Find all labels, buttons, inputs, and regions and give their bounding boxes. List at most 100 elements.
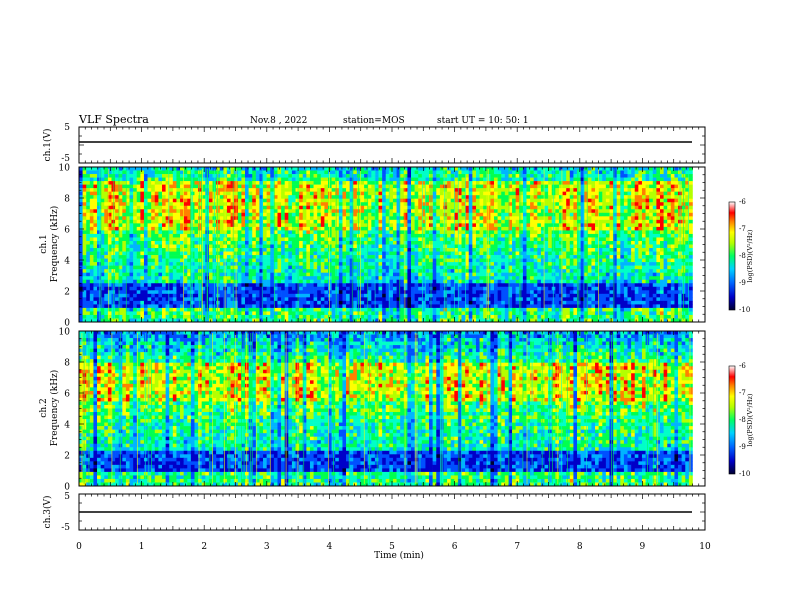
spectrogram-cell (208, 181, 213, 185)
spectrogram-cell (443, 233, 448, 238)
spectrogram-cell (133, 202, 138, 207)
spectrogram-cell (670, 181, 675, 185)
spectrogram-cell (367, 248, 372, 252)
spectrogram-cell (104, 244, 109, 249)
spectrogram-cell (360, 167, 365, 171)
spectrogram-cell (281, 258, 285, 263)
spectrogram-cell (688, 184, 693, 189)
spectrogram-cell (490, 174, 495, 178)
spectrogram-cell (385, 177, 390, 182)
spectrogram-cell (324, 202, 329, 207)
spectrogram-cell (497, 202, 502, 207)
spectrogram-cell (176, 177, 181, 182)
spectrogram-cell (443, 262, 448, 266)
spectrogram-cell (273, 258, 278, 263)
spectrogram-cell (436, 216, 441, 221)
spectrogram-cell (631, 184, 636, 189)
spectrogram-cell (356, 258, 361, 263)
spectrogram-cell (353, 223, 358, 228)
spectrogram-cell (385, 170, 390, 175)
spectrogram-cell (595, 174, 599, 178)
spectrogram-cell (338, 177, 343, 182)
spectrogram-cell (465, 191, 470, 196)
spectrogram-cell (490, 230, 495, 235)
spectrogram-cell (490, 223, 495, 228)
spectrogram-cell (670, 237, 675, 242)
spectrogram-cell (165, 216, 170, 221)
spectrogram-cell (331, 240, 336, 245)
spectrogram-cell (674, 177, 679, 182)
spectrogram-cell (472, 184, 477, 189)
spectrogram-cell (245, 216, 249, 221)
spectrogram-cell (104, 262, 109, 266)
spectrogram-cell (252, 170, 257, 175)
spectrogram-cell (89, 223, 94, 228)
spectrogram-cell (465, 223, 470, 228)
spectrogram-cell (237, 223, 242, 228)
spectrogram-cell (385, 216, 390, 221)
spectrogram-cell (454, 202, 459, 207)
spectrogram-cell (118, 181, 123, 185)
spectrogram-cell (248, 167, 253, 171)
spectrogram-cell (663, 174, 668, 178)
spectrogram-cell (555, 226, 560, 231)
spectrogram-cell (291, 244, 296, 249)
spectrogram-cell (631, 244, 636, 249)
spectrogram-cell (432, 209, 437, 214)
spectrogram-cell (447, 262, 451, 266)
spectrogram-cell (515, 177, 520, 182)
spectrogram-cell (360, 240, 365, 245)
spectrogram-cell (259, 188, 264, 192)
spectrogram-cell (230, 195, 235, 199)
spectrogram-cell (129, 216, 134, 221)
spectrogram-cell (263, 258, 267, 263)
spectrogram-cell (656, 167, 661, 171)
spectrogram-cell (472, 174, 477, 178)
spectrogram-cell (151, 223, 156, 228)
spectrogram-cell (631, 216, 636, 221)
spectrogram-cell (378, 205, 383, 210)
spectrogram-cell (115, 255, 119, 259)
spectrogram-cell (501, 191, 506, 196)
spectrogram-cell (371, 191, 376, 196)
spectrogram-cell (281, 226, 285, 231)
spectrogram-cell (364, 226, 368, 231)
spectrogram-cell (288, 237, 293, 242)
spectrogram-cell (335, 240, 340, 245)
spectrogram-cell (562, 219, 567, 224)
spectrogram-cell (645, 244, 650, 249)
spectrogram-cell (115, 181, 119, 185)
spectrogram-cell (602, 230, 607, 235)
spectrogram-cell (93, 258, 98, 263)
spectrogram-cell (270, 223, 275, 228)
spectrogram-cell (526, 184, 531, 189)
spectrogram-cell (454, 209, 459, 214)
spectrogram-cell (201, 233, 206, 238)
spectrogram-cell (82, 244, 87, 249)
spectrogram-cell (537, 198, 542, 203)
spectrogram-cell (660, 237, 664, 242)
spectrogram-cell (425, 198, 430, 203)
spectrogram-cell (389, 248, 394, 252)
spectrogram-cell (252, 230, 257, 235)
spectrogram-cell (356, 223, 361, 228)
spectrogram-cell (183, 262, 188, 266)
spectrogram-cell (284, 233, 289, 238)
spectrogram-cell (656, 202, 661, 207)
spectrogram-cell (349, 248, 354, 252)
spectrogram-cell (389, 177, 394, 182)
spectrogram-cell (364, 233, 368, 238)
spectrogram-cell (421, 251, 426, 256)
spectrogram-cell (284, 177, 289, 182)
spectrogram-cell (353, 181, 358, 185)
spectrogram-cell (454, 240, 459, 245)
spectrogram-cell (270, 202, 275, 207)
spectrogram-cell (364, 205, 368, 210)
spectrogram-cell (360, 237, 365, 242)
spectrogram-cell (165, 191, 170, 196)
spectrogram-cell (490, 248, 495, 252)
spectrogram-cell (562, 230, 567, 235)
spectrogram-cell (299, 177, 304, 182)
spectrogram-cell (674, 195, 679, 199)
spectrogram-cell (558, 195, 563, 199)
